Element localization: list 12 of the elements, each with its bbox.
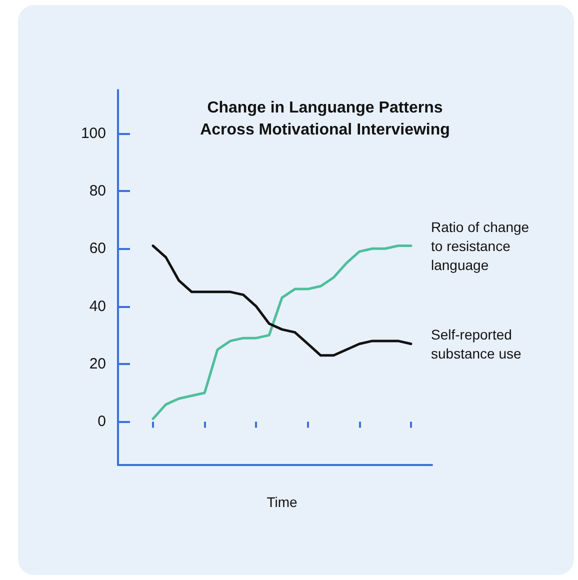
y-tick-label: 80: [89, 182, 106, 200]
y-tick-label: 40: [89, 298, 106, 315]
text: Change in Languange Patterns Across Motivational Interviewing: [200, 100, 450, 138]
y-tick-label: 0: [98, 413, 106, 430]
series-label: Ratio of change to resistance language: [431, 218, 533, 273]
y-tick-label: 60: [89, 240, 106, 258]
line-series: [152, 244, 412, 420]
series-label: Self-reported substance use: [431, 326, 522, 362]
y-tick-label: 20: [89, 356, 106, 373]
y-tick-label: 100: [80, 124, 106, 142]
x-axis-title: Time: [266, 494, 298, 510]
line-series: [152, 244, 412, 357]
